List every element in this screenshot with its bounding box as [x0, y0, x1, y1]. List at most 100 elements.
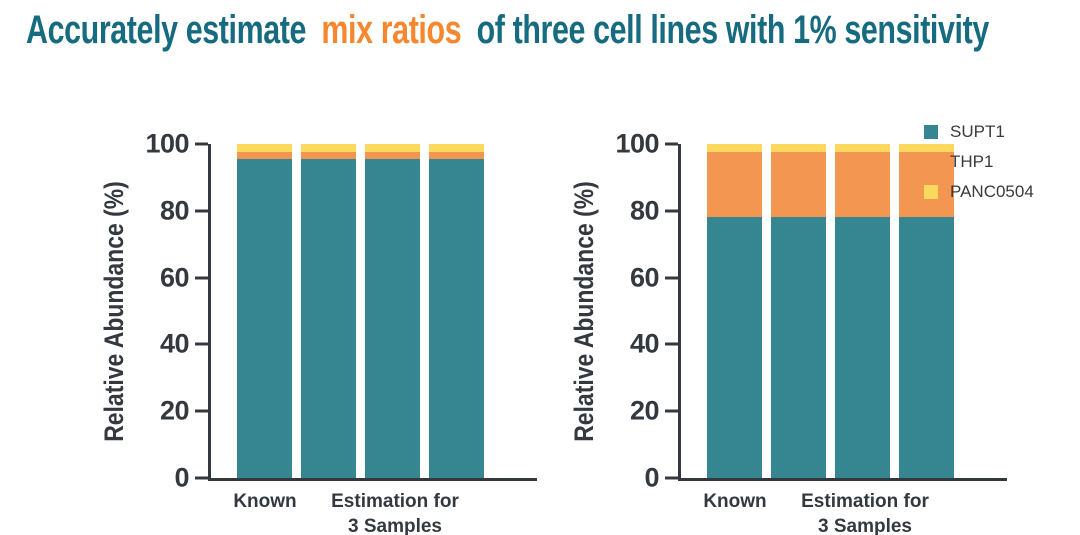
bar-segment-thp1 — [835, 152, 890, 218]
y-tick-label: 80 — [629, 195, 660, 226]
bar-segment-thp1 — [301, 152, 356, 160]
y-tick-60: 60 — [630, 262, 678, 293]
bar-segment-thp1 — [237, 152, 292, 160]
title-part1: Accurately estimate — [26, 8, 307, 52]
estimation-label-line2: 3 Samples — [817, 515, 912, 535]
y-tick-mark — [195, 409, 208, 413]
legend-item-panc0504: PANC0504 — [924, 182, 1034, 202]
stacked-bar-estimation-sample-1 — [301, 144, 356, 478]
bar-segment-thp1 — [365, 152, 420, 160]
estimation-label-line2: 3 Samples — [347, 515, 442, 535]
plot-area-right: Known Estimation for 3 Samples — [678, 144, 1007, 535]
thp1-swatch-icon — [924, 155, 938, 169]
y-tick-mark — [665, 476, 678, 480]
y-tick-40: 40 — [630, 329, 678, 360]
known-label: Known — [703, 491, 767, 512]
stacked-bar-estimation-sample-2 — [835, 144, 890, 478]
bar-segment-supt1 — [365, 159, 420, 478]
bar-segment-supt1 — [771, 217, 826, 478]
y-tick-100: 100 — [145, 129, 208, 160]
y-tick-label: 80 — [159, 195, 190, 226]
x-tick-label-estimation: Estimation for 3 Samples — [801, 490, 929, 535]
y-tick-mark — [665, 276, 678, 280]
y-tick-mark — [195, 209, 208, 213]
y-tick-80: 80 — [160, 195, 208, 226]
bar-segment-panc0504 — [835, 144, 890, 153]
bar-segment-thp1 — [707, 152, 762, 218]
y-tick-0: 0 — [174, 463, 208, 494]
y-tick-label: 0 — [644, 462, 659, 493]
legend-item-thp1: THP1 — [924, 152, 1034, 172]
bar-segment-supt1 — [835, 217, 890, 478]
bar-segment-supt1 — [429, 159, 484, 478]
y-tick-mark — [195, 342, 208, 346]
stacked-bar-estimation-sample-1 — [771, 144, 826, 478]
bar-segment-panc0504 — [899, 144, 954, 153]
y-tick-40: 40 — [160, 329, 208, 360]
y-tick-mark — [195, 142, 208, 146]
y-tick-mark — [665, 142, 678, 146]
bar-segment-thp1 — [429, 152, 484, 160]
y-tick-label: 20 — [159, 395, 190, 426]
y-tick-mark — [195, 476, 208, 480]
y-tick-60: 60 — [160, 262, 208, 293]
y-tick-20: 20 — [160, 396, 208, 427]
legend-item-supt1: SUPT1 — [924, 122, 1034, 142]
stacked-bar-known — [237, 144, 292, 478]
bar-segment-panc0504 — [365, 144, 420, 153]
bar-segment-supt1 — [707, 217, 762, 478]
bar-segment-supt1 — [237, 159, 292, 478]
y-axis-title-text: Relative Abundance (%) — [98, 180, 129, 442]
bar-segment-panc0504 — [771, 144, 826, 153]
title-part2: of three cell lines with 1% sensitivity — [476, 8, 990, 52]
legend-label-supt1: SUPT1 — [950, 122, 1005, 141]
legend: SUPT1 THP1 PANC0504 — [924, 122, 1034, 212]
y-tick-label: 100 — [615, 128, 659, 159]
supt1-swatch-icon — [924, 125, 938, 139]
y-tick-label: 20 — [629, 395, 660, 426]
x-tick-label-known: Known — [233, 490, 296, 515]
panc0504-swatch-icon — [924, 185, 938, 199]
y-tick-label: 40 — [159, 328, 190, 359]
y-tick-label: 100 — [145, 128, 189, 159]
y-tick-100: 100 — [615, 129, 678, 160]
y-tick-label: 60 — [159, 262, 190, 293]
x-tick-label-estimation: Estimation for 3 Samples — [331, 490, 459, 535]
x-tick-label-known: Known — [703, 490, 766, 515]
stacked-bar-known — [707, 144, 762, 478]
legend-label-thp1: THP1 — [950, 152, 994, 171]
stacked-bar-estimation-sample-2 — [365, 144, 420, 478]
stacked-bar-estimation-sample-3 — [899, 144, 954, 478]
page-title: Accurately estimate mix ratios of three … — [26, 8, 989, 53]
bar-segment-panc0504 — [301, 144, 356, 153]
y-tick-label: 60 — [629, 262, 660, 293]
bar-segment-supt1 — [301, 159, 356, 478]
y-tick-mark — [665, 409, 678, 413]
y-tick-20: 20 — [630, 396, 678, 427]
y-tick-mark — [665, 342, 678, 346]
y-tick-0: 0 — [644, 463, 678, 494]
title-accent: mix ratios — [321, 8, 462, 52]
y-axis-title-left: Relative Abundance (%) — [90, 144, 138, 478]
estimation-label-line1: Estimation for — [331, 491, 459, 512]
known-label: Known — [233, 491, 297, 512]
y-tick-mark — [195, 276, 208, 280]
stacked-bar-estimation-sample-3 — [429, 144, 484, 478]
right-stacked-bar-chart: Relative Abundance (%) 0 20 40 60 80 100 Know… — [560, 129, 1007, 535]
y-tick-label: 0 — [174, 462, 189, 493]
left-stacked-bar-chart: Relative Abundance (%) 0 20 40 60 80 100 Know… — [90, 129, 537, 535]
estimation-label-line1: Estimation for — [801, 491, 929, 512]
plot-area-left: Known Estimation for 3 Samples — [208, 144, 537, 535]
bar-segment-panc0504 — [429, 144, 484, 153]
bar-segment-thp1 — [771, 152, 826, 218]
y-axis-title-right: Relative Abundance (%) — [560, 144, 608, 478]
y-axis-right: 0 20 40 60 80 100 — [608, 129, 678, 493]
y-tick-mark — [665, 209, 678, 213]
y-tick-label: 40 — [629, 328, 660, 359]
legend-label-panc0504: PANC0504 — [950, 182, 1034, 201]
bar-segment-panc0504 — [707, 144, 762, 153]
y-tick-80: 80 — [630, 195, 678, 226]
y-axis-title-text: Relative Abundance (%) — [568, 180, 599, 442]
bar-segment-panc0504 — [237, 144, 292, 153]
